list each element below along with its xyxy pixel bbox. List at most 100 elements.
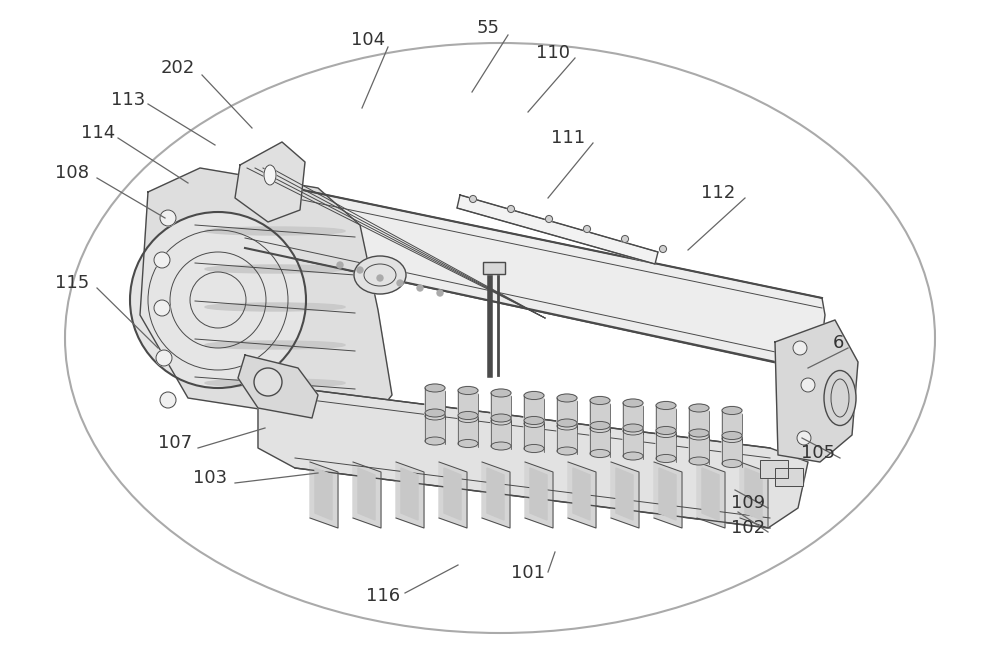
Ellipse shape	[689, 432, 709, 440]
Polygon shape	[458, 391, 478, 422]
Circle shape	[377, 275, 383, 281]
Polygon shape	[524, 420, 544, 451]
Polygon shape	[487, 468, 504, 520]
Ellipse shape	[722, 432, 742, 440]
Ellipse shape	[689, 404, 709, 412]
Circle shape	[160, 392, 176, 408]
Circle shape	[397, 280, 403, 286]
Ellipse shape	[524, 391, 544, 399]
Polygon shape	[590, 426, 610, 457]
Polygon shape	[258, 388, 808, 528]
Ellipse shape	[722, 434, 742, 442]
Ellipse shape	[689, 429, 709, 437]
Ellipse shape	[205, 379, 345, 387]
Ellipse shape	[491, 417, 511, 425]
Ellipse shape	[205, 227, 345, 235]
Text: 202: 202	[161, 59, 195, 77]
Text: 116: 116	[366, 587, 400, 605]
Polygon shape	[623, 403, 643, 434]
Ellipse shape	[425, 409, 445, 417]
Circle shape	[154, 252, 170, 268]
Text: 113: 113	[111, 91, 145, 109]
Polygon shape	[525, 462, 553, 528]
Ellipse shape	[722, 407, 742, 415]
Polygon shape	[358, 468, 375, 520]
Ellipse shape	[458, 415, 478, 422]
Ellipse shape	[491, 389, 511, 397]
Ellipse shape	[557, 394, 577, 402]
Polygon shape	[689, 433, 709, 464]
Polygon shape	[491, 418, 511, 449]
Polygon shape	[689, 408, 709, 439]
Polygon shape	[745, 468, 762, 520]
Polygon shape	[524, 395, 544, 426]
Text: 105: 105	[801, 444, 835, 462]
Ellipse shape	[458, 386, 478, 395]
Text: 111: 111	[551, 129, 585, 147]
Ellipse shape	[524, 416, 544, 424]
Circle shape	[254, 368, 282, 396]
Polygon shape	[623, 428, 643, 459]
Text: 109: 109	[731, 494, 765, 512]
Polygon shape	[722, 436, 742, 467]
Circle shape	[417, 285, 423, 291]
Polygon shape	[568, 462, 596, 528]
Polygon shape	[439, 462, 467, 528]
Polygon shape	[425, 413, 445, 444]
Ellipse shape	[557, 419, 577, 427]
Ellipse shape	[623, 452, 643, 460]
Circle shape	[357, 267, 363, 273]
Polygon shape	[396, 462, 424, 528]
Circle shape	[160, 210, 176, 226]
Polygon shape	[654, 462, 682, 528]
Ellipse shape	[425, 412, 445, 420]
Text: 115: 115	[55, 274, 89, 292]
Circle shape	[337, 262, 343, 268]
Ellipse shape	[623, 399, 643, 407]
Text: 107: 107	[158, 434, 192, 452]
Bar	[760, 460, 788, 478]
Ellipse shape	[354, 256, 406, 294]
Bar	[760, 460, 788, 478]
Polygon shape	[557, 398, 577, 429]
Ellipse shape	[491, 442, 511, 450]
Ellipse shape	[425, 384, 445, 392]
Polygon shape	[573, 468, 590, 520]
Polygon shape	[775, 320, 858, 462]
Polygon shape	[140, 168, 392, 425]
Ellipse shape	[205, 265, 345, 273]
Polygon shape	[235, 142, 305, 222]
Polygon shape	[238, 355, 318, 418]
Text: 114: 114	[81, 124, 115, 142]
Ellipse shape	[689, 457, 709, 465]
Text: 103: 103	[193, 469, 227, 487]
Ellipse shape	[205, 303, 345, 311]
Polygon shape	[245, 178, 825, 372]
Polygon shape	[656, 405, 676, 436]
Circle shape	[508, 206, 514, 212]
Ellipse shape	[557, 447, 577, 455]
Text: 102: 102	[731, 519, 765, 537]
Circle shape	[437, 290, 443, 296]
Circle shape	[797, 431, 811, 445]
Polygon shape	[315, 468, 332, 520]
Polygon shape	[740, 462, 768, 528]
Ellipse shape	[458, 411, 478, 420]
Polygon shape	[611, 462, 639, 528]
Ellipse shape	[458, 440, 478, 447]
Ellipse shape	[205, 341, 345, 349]
Polygon shape	[697, 462, 725, 528]
Ellipse shape	[824, 370, 856, 426]
Ellipse shape	[656, 455, 676, 463]
Ellipse shape	[722, 459, 742, 467]
Ellipse shape	[590, 397, 610, 405]
Polygon shape	[616, 468, 633, 520]
Ellipse shape	[524, 420, 544, 428]
Circle shape	[130, 212, 306, 388]
Text: 112: 112	[701, 184, 735, 202]
Polygon shape	[656, 430, 676, 461]
Polygon shape	[457, 195, 658, 264]
Circle shape	[584, 225, 590, 233]
Ellipse shape	[656, 430, 676, 438]
Polygon shape	[444, 468, 461, 520]
